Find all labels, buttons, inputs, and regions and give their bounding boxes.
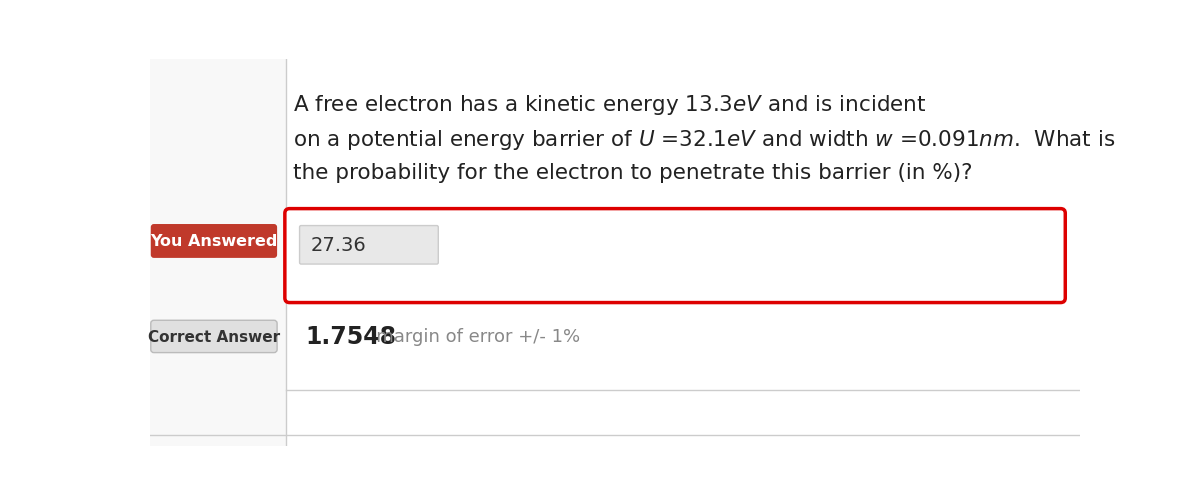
FancyBboxPatch shape: [150, 60, 286, 446]
Text: margin of error +/- 1%: margin of error +/- 1%: [359, 328, 581, 346]
Text: A free electron has a kinetic energy 13.3$eV$ and is incident: A free electron has a kinetic energy 13.…: [293, 92, 926, 116]
FancyBboxPatch shape: [151, 224, 277, 259]
Text: Correct Answer: Correct Answer: [148, 329, 280, 344]
FancyBboxPatch shape: [284, 209, 1066, 303]
FancyBboxPatch shape: [300, 226, 438, 265]
Text: on a potential energy barrier of $U$ =32.1$eV$ and width $w$ =0.091$nm$.  What i: on a potential energy barrier of $U$ =32…: [293, 128, 1116, 152]
Text: the probability for the electron to penetrate this barrier (in %)?: the probability for the electron to pene…: [293, 163, 973, 183]
Text: 27.36: 27.36: [311, 236, 366, 255]
Text: 1.7548: 1.7548: [305, 325, 396, 349]
Text: You Answered: You Answered: [150, 234, 277, 249]
FancyBboxPatch shape: [151, 321, 277, 353]
